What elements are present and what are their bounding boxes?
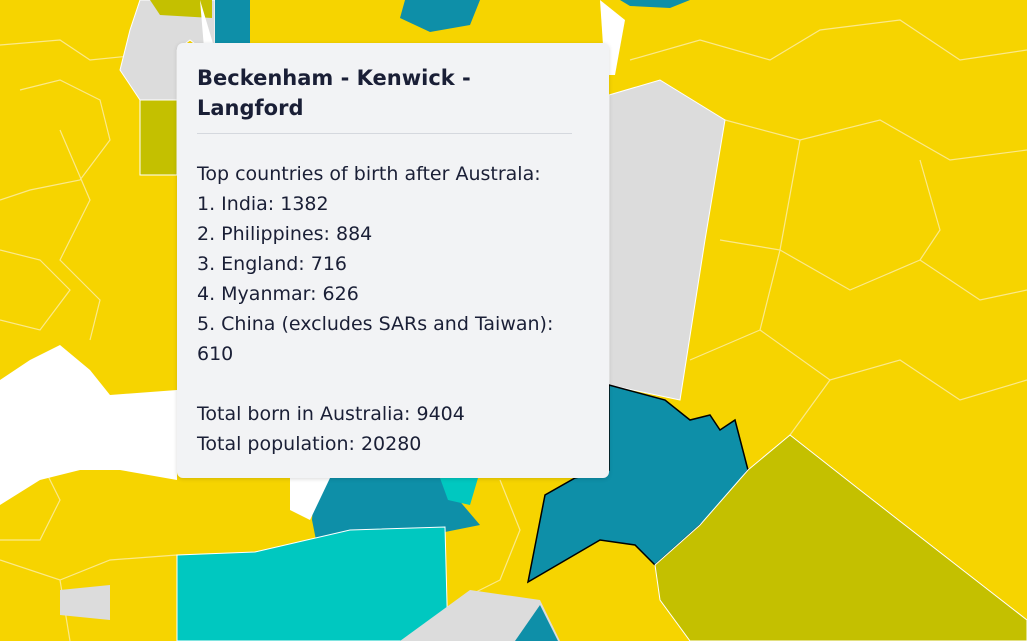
- tooltip-items: 1. India: 1382 2. Philippines: 884 3. Engl…: [197, 189, 572, 369]
- region: [654, 434, 1027, 641]
- total-line: Total born in Australia: 9404: [197, 403, 465, 425]
- country-item: 2. Philippines: 884: [197, 223, 373, 245]
- country-item: 1. India: 1382: [197, 193, 329, 215]
- region: [60, 585, 110, 620]
- tooltip-body: Top countries of birth after Australa: 1…: [197, 159, 572, 459]
- region: [150, 0, 212, 18]
- tooltip-title: Beckenham - Kenwick - Langford: [197, 63, 572, 134]
- tooltip: Beckenham - Kenwick - Langford Top count…: [177, 43, 609, 478]
- region: [440, 478, 478, 505]
- tooltip-totals: Total born in Australia: 9404 Total popul…: [197, 399, 572, 459]
- region: [400, 590, 560, 641]
- country-item: 5. China (excludes SARs and Taiwan): 610: [197, 313, 554, 365]
- region: [312, 478, 480, 560]
- river: [290, 478, 330, 520]
- region: [215, 0, 250, 43]
- tooltip-intro: Top countries of birth after Australa:: [197, 163, 541, 185]
- region: [400, 0, 480, 32]
- river: [0, 345, 177, 505]
- total-line: Total population: 20280: [197, 433, 422, 455]
- region-borders: [0, 19, 1027, 641]
- region: [620, 0, 690, 8]
- spacer: [197, 369, 572, 399]
- region: [176, 526, 449, 641]
- country-item: 4. Myanmar: 626: [197, 283, 359, 305]
- region: [139, 99, 178, 176]
- region: [515, 605, 558, 641]
- country-item: 3. England: 716: [197, 253, 348, 275]
